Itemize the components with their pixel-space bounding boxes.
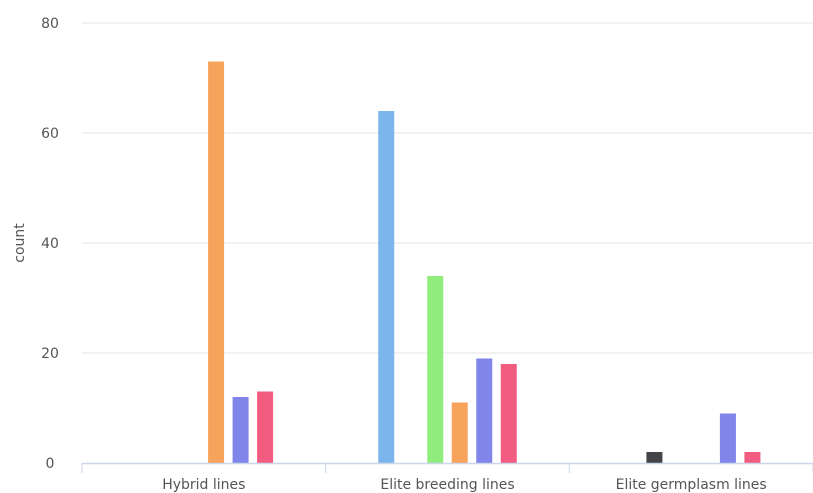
axes — [81, 462, 813, 473]
bar[interactable] — [744, 452, 761, 463]
y-tick-label: 20 — [41, 346, 59, 362]
bar[interactable] — [451, 402, 468, 464]
y-axis-title: count — [12, 223, 28, 263]
y-tick-label: 0 — [46, 456, 55, 472]
y-tick-label: 60 — [41, 126, 59, 142]
bar[interactable] — [500, 364, 517, 463]
bar[interactable] — [476, 358, 493, 464]
y-tick-label: 80 — [41, 16, 59, 32]
bar[interactable] — [232, 397, 249, 463]
bar[interactable] — [208, 61, 225, 464]
bar[interactable] — [646, 452, 663, 463]
x-tick-label: Elite germplasm lines — [616, 477, 767, 493]
tick-labels: 0 20 40 60 80 Hybrid lines Elite breeding line… — [41, 16, 767, 493]
bar[interactable] — [719, 413, 736, 464]
bar[interactable] — [427, 276, 444, 463]
bars — [208, 61, 761, 464]
gridlines — [82, 22, 813, 354]
x-tick-label: Hybrid lines — [162, 477, 245, 493]
bar[interactable] — [257, 391, 274, 464]
x-tick-label: Elite breeding lines — [380, 477, 514, 493]
bar[interactable] — [378, 111, 395, 463]
y-tick-label: 40 — [41, 236, 59, 252]
